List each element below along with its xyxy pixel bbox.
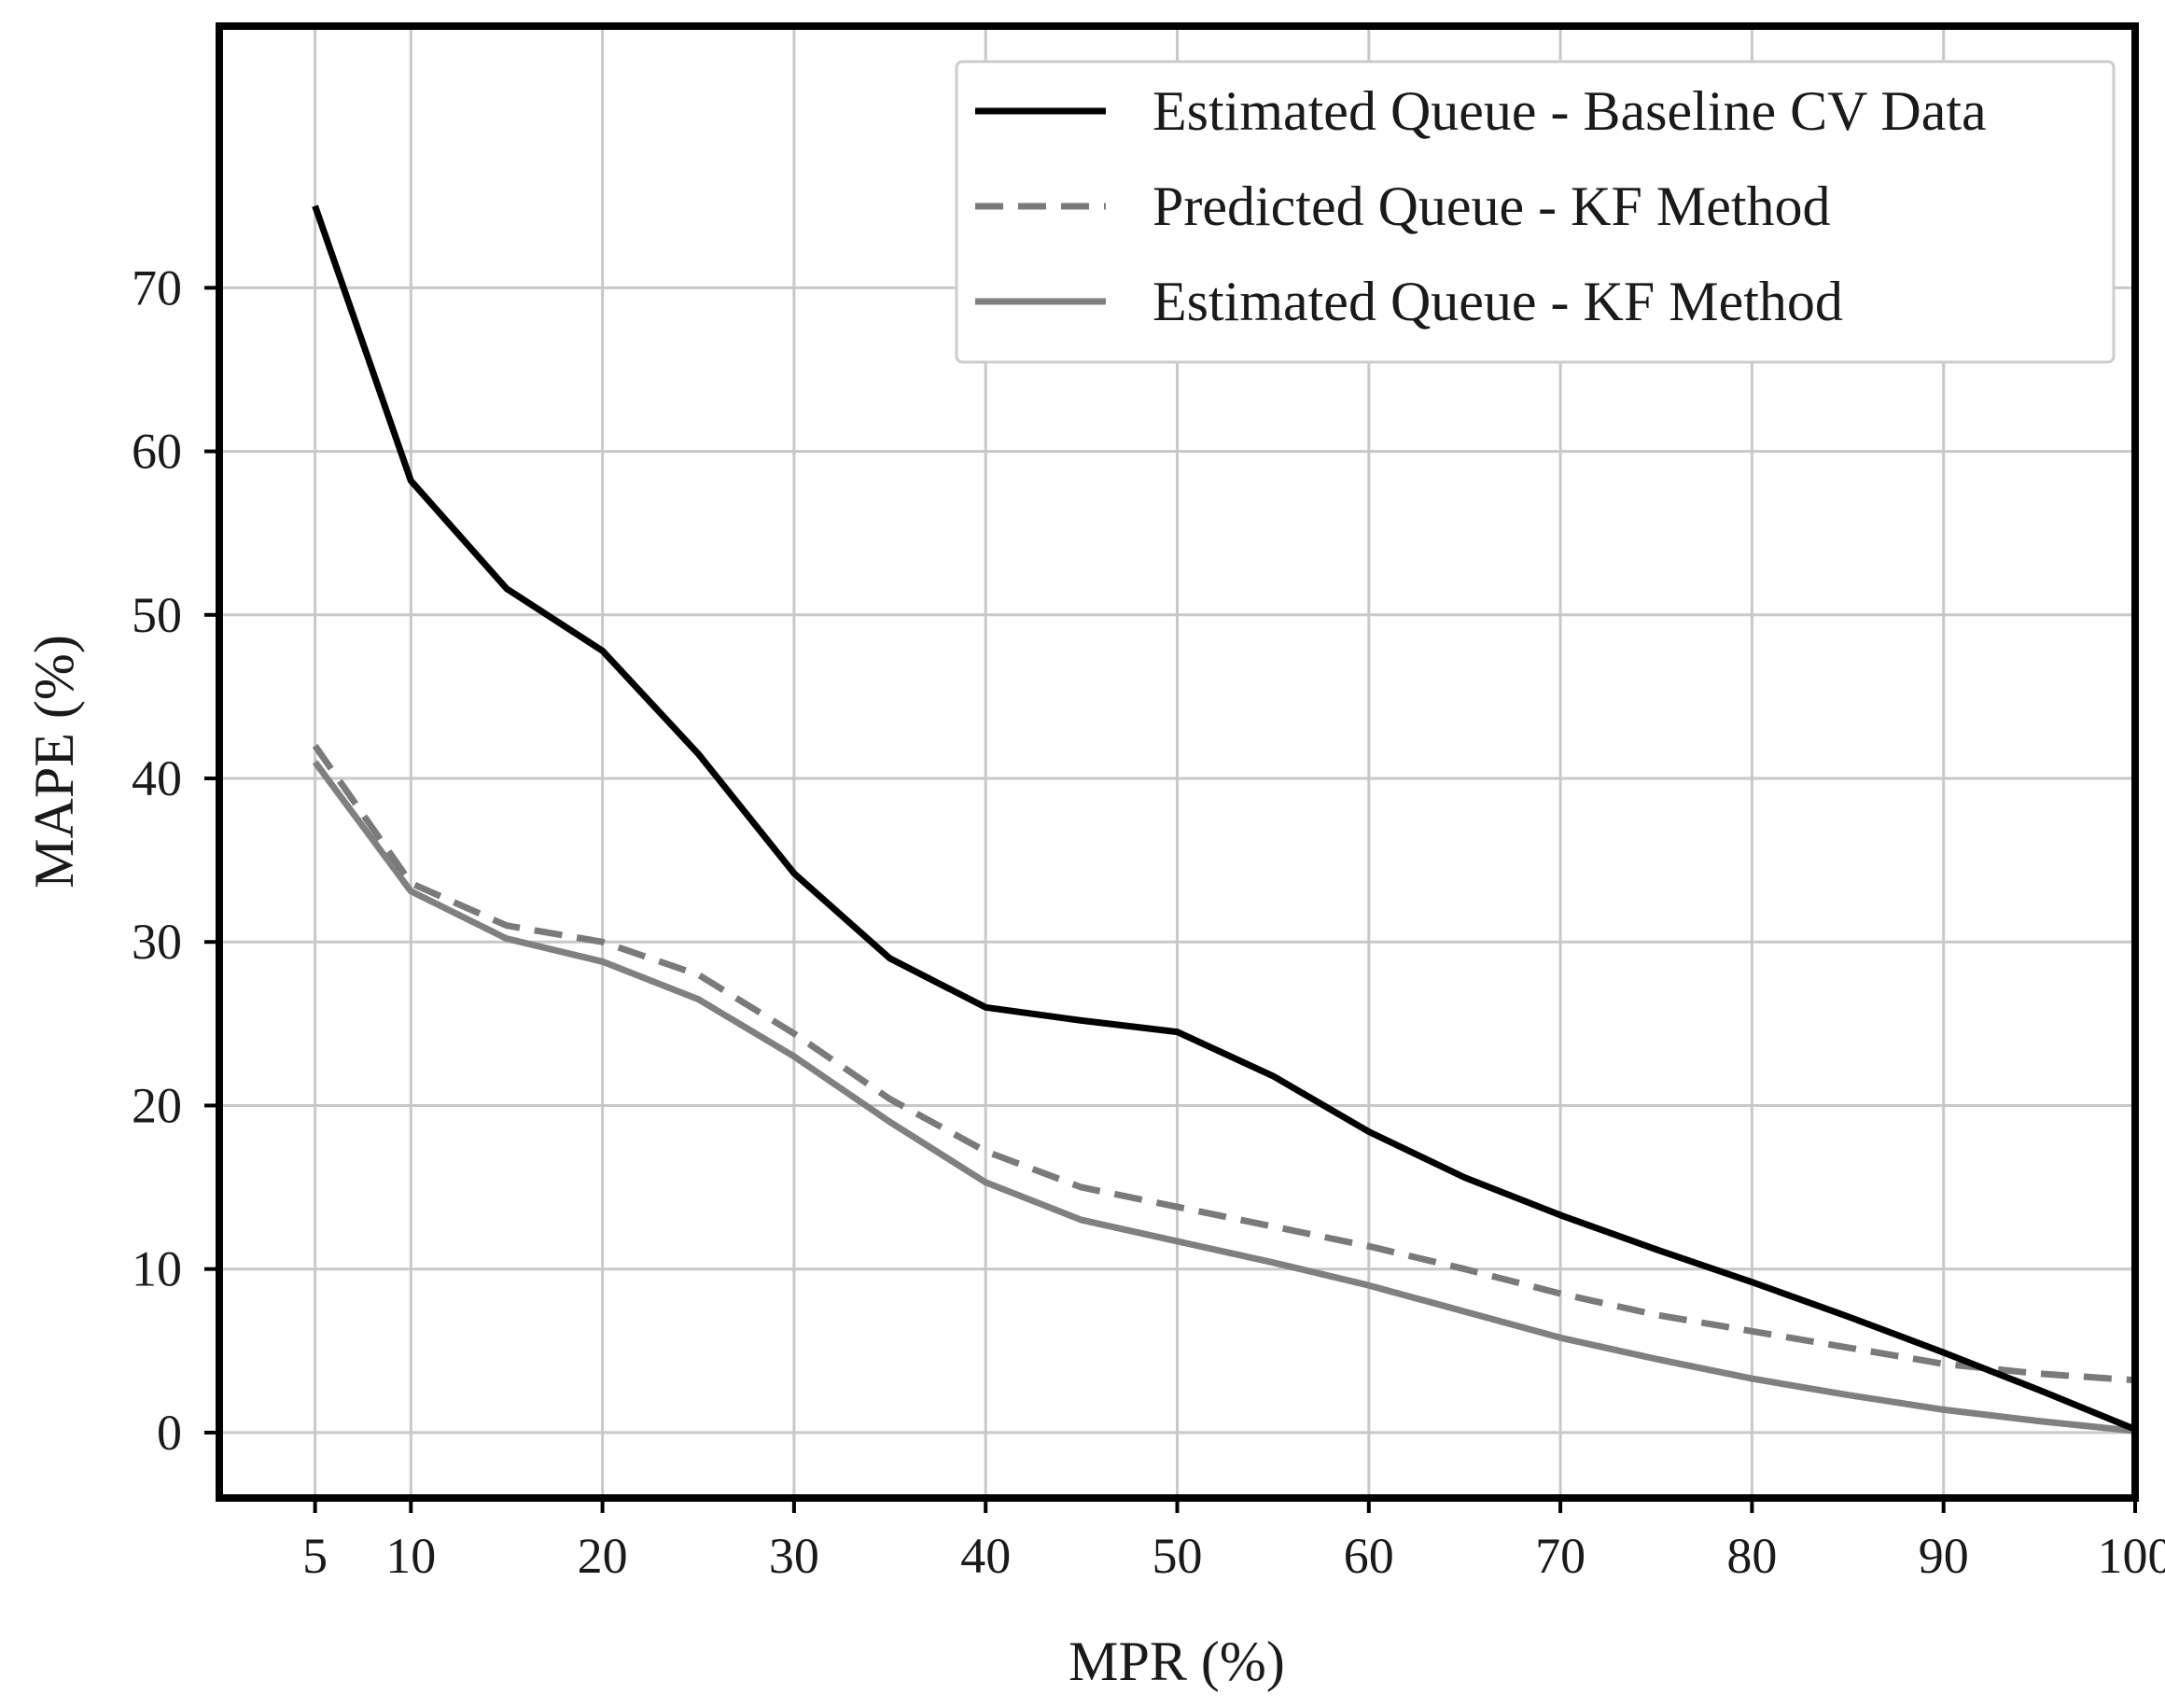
x-tick-label-10: 10 xyxy=(385,1528,436,1584)
x-tick-label-90: 90 xyxy=(1919,1528,1969,1584)
x-axis-title: MPR (%) xyxy=(1069,1631,1285,1692)
series-baseline-cv xyxy=(312,204,2137,1433)
y-tick-label-70: 70 xyxy=(132,259,182,315)
legend-label-baseline: Estimated Queue - Baseline CV Data xyxy=(1152,80,1987,142)
y-tick-label-20: 20 xyxy=(132,1077,182,1133)
x-tick-label-80: 80 xyxy=(1726,1528,1777,1584)
y-tick-label-60: 60 xyxy=(132,424,182,480)
legend-label-predicted: Predicted Queue - KF Method xyxy=(1152,175,1831,237)
y-tick-label-50: 50 xyxy=(132,587,182,643)
x-tick-label-40: 40 xyxy=(960,1528,1011,1584)
legend: Estimated Queue - Baseline CV Data Predi… xyxy=(955,60,2116,364)
y-axis-title: MAPE (%) xyxy=(23,635,85,889)
x-tick-label-50: 50 xyxy=(1152,1528,1203,1584)
y-tick-label-0: 0 xyxy=(157,1405,182,1461)
series-estimated-kf xyxy=(312,760,2136,1435)
y-tick-labels: 0 10 20 30 40 50 60 70 xyxy=(132,259,219,1461)
series-layer xyxy=(312,204,2137,1435)
x-tick-labels: 5 10 20 30 40 50 60 70 80 90 100 xyxy=(302,1498,2165,1584)
x-tick-label-70: 70 xyxy=(1535,1528,1585,1584)
x-tick-label-60: 60 xyxy=(1344,1528,1394,1584)
x-tick-label-100: 100 xyxy=(2098,1528,2165,1584)
series-predicted-kf xyxy=(312,743,2136,1384)
x-tick-label-20: 20 xyxy=(578,1528,628,1584)
x-tick-label-5: 5 xyxy=(302,1528,328,1584)
y-tick-label-10: 10 xyxy=(132,1241,182,1297)
legend-box xyxy=(955,60,2116,364)
y-tick-label-40: 40 xyxy=(132,750,182,806)
x-tick-label-30: 30 xyxy=(769,1528,819,1584)
y-tick-label-30: 30 xyxy=(132,914,182,970)
legend-label-estimated-kf: Estimated Queue - KF Method xyxy=(1152,271,1843,332)
